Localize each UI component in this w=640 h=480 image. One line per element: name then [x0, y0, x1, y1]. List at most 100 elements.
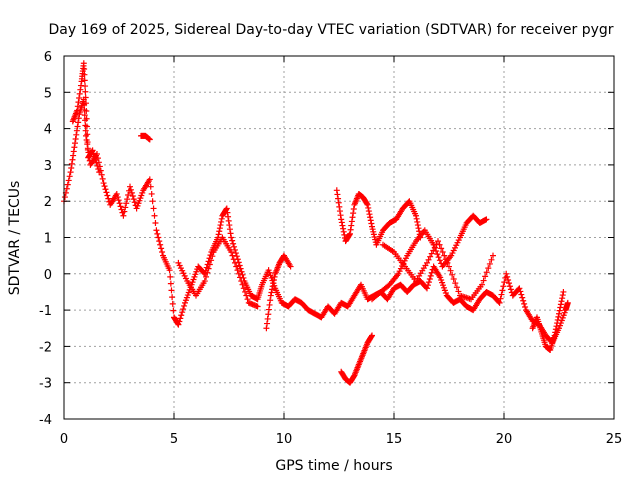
data-point — [159, 249, 166, 256]
data-point — [424, 282, 431, 289]
data-point — [73, 131, 80, 138]
data-point — [92, 156, 99, 163]
y-axis-label: SDTVAR / TECUs — [7, 181, 23, 296]
data-point — [264, 315, 271, 322]
data-point — [224, 209, 231, 216]
data-point — [336, 208, 343, 215]
data-point — [89, 147, 96, 154]
data-point — [90, 150, 97, 157]
data-point — [148, 190, 155, 197]
data-point — [228, 249, 235, 256]
data-point — [130, 196, 137, 203]
data-point — [237, 274, 243, 281]
data-point — [427, 253, 434, 260]
data-point — [178, 312, 185, 319]
data-point — [230, 256, 237, 263]
data-point — [428, 250, 435, 257]
data-point — [365, 208, 372, 215]
data-point — [158, 245, 165, 252]
y-tick-label: 3 — [44, 159, 52, 174]
data-point — [482, 273, 489, 280]
data-point — [175, 321, 182, 328]
data-point — [229, 237, 236, 244]
data-point — [522, 303, 529, 310]
data-point — [434, 251, 441, 258]
x-tick-label: 0 — [60, 432, 68, 447]
data-point — [230, 240, 237, 247]
data-point — [442, 256, 449, 263]
data-point — [146, 136, 153, 143]
data-points — [61, 60, 571, 386]
data-point — [340, 225, 347, 232]
data-point — [84, 131, 91, 138]
data-point — [480, 277, 487, 284]
data-point — [500, 283, 507, 290]
data-point — [265, 311, 272, 318]
data-point — [81, 65, 88, 72]
data-point — [452, 280, 459, 287]
data-point — [559, 292, 566, 299]
data-point — [95, 166, 102, 173]
data-point — [225, 213, 232, 220]
data-point — [235, 270, 242, 277]
data-point — [559, 295, 566, 302]
data-point — [74, 123, 81, 130]
data-point — [72, 135, 79, 142]
data-point — [238, 278, 245, 285]
data-point — [236, 262, 243, 269]
data-point — [267, 297, 274, 304]
data-point — [227, 230, 234, 237]
data-point — [80, 60, 87, 67]
data-point — [83, 123, 90, 130]
data-point — [557, 301, 564, 308]
data-point — [225, 217, 232, 224]
data-point — [347, 226, 354, 233]
data-point — [337, 212, 344, 219]
data-point — [240, 285, 247, 292]
data-point — [560, 288, 567, 295]
data-point — [425, 256, 432, 263]
data-point — [167, 280, 174, 287]
data-point — [263, 325, 270, 332]
data-point — [83, 107, 90, 114]
data-point — [103, 189, 110, 196]
data-point — [485, 265, 492, 272]
data-point — [438, 245, 445, 252]
data-point — [414, 218, 421, 225]
data-point — [447, 267, 454, 274]
data-point — [152, 219, 159, 226]
data-point — [335, 199, 342, 206]
data-point — [269, 283, 276, 290]
data-point — [205, 265, 212, 272]
data-point — [244, 296, 251, 303]
data-point — [336, 203, 343, 210]
data-point — [264, 320, 271, 327]
data-point — [167, 273, 174, 280]
data-point — [73, 127, 80, 134]
data-point — [114, 194, 121, 201]
data-point — [516, 285, 523, 292]
data-point — [506, 283, 513, 290]
data-point — [228, 234, 235, 241]
data-point — [365, 204, 372, 211]
data-point — [520, 297, 527, 304]
data-point — [338, 219, 345, 226]
y-tick-label: 2 — [44, 195, 52, 210]
data-point — [180, 306, 187, 313]
data-point — [435, 238, 441, 245]
data-point — [338, 216, 345, 223]
data-point — [346, 231, 353, 238]
data-point — [556, 310, 562, 317]
data-point — [63, 185, 70, 192]
data-point — [426, 275, 433, 282]
data-point — [123, 200, 130, 207]
data-point — [554, 320, 561, 327]
data-point — [350, 205, 357, 212]
data-point — [121, 208, 128, 215]
data-point — [177, 315, 184, 322]
data-point — [93, 159, 100, 166]
data-point — [450, 275, 457, 282]
data-point — [84, 139, 91, 146]
data-point — [146, 176, 153, 183]
